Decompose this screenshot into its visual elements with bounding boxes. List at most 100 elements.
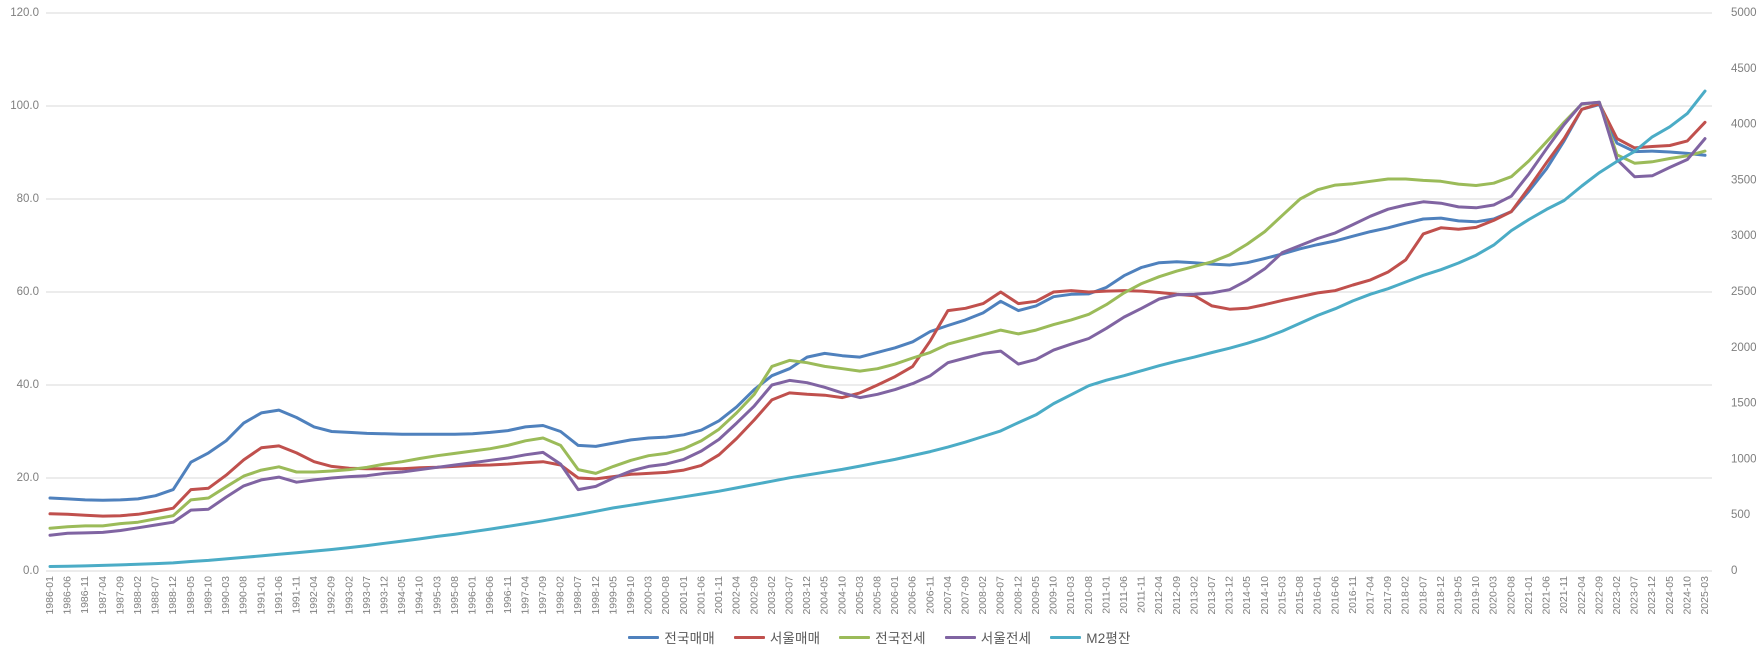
legend-item-4[interactable]: M2평잔 <box>1050 627 1130 647</box>
x-axis-tick-label: 2018-07 <box>1417 576 1429 615</box>
left-axis-tick-label: 120.0 <box>10 7 39 19</box>
right-axis-tick-label: 500 <box>1731 509 1750 521</box>
x-axis-tick-label: 2000-08 <box>660 576 672 615</box>
x-axis-tick-label: 1993-02 <box>343 576 355 615</box>
x-axis-tick-label: 1989-10 <box>202 576 214 615</box>
x-axis-tick-label: 2021-01 <box>1523 576 1535 615</box>
x-axis-tick-label: 1989-05 <box>185 576 197 615</box>
x-axis-tick-label: 2020-03 <box>1488 576 1500 615</box>
x-axis-tick-label: 1986-01 <box>44 576 56 615</box>
x-axis-tick-label: 2003-02 <box>766 576 778 615</box>
x-axis-tick-label: 1990-08 <box>238 576 250 615</box>
x-axis-tick-label: 2002-04 <box>731 576 743 615</box>
x-axis-tick-label: 2006-01 <box>889 576 901 615</box>
right-axis-tick-label: 1500 <box>1731 398 1757 410</box>
x-axis-tick-label: 2014-10 <box>1259 576 1271 615</box>
x-axis-tick-label: 1992-04 <box>308 576 320 615</box>
x-axis-tick-label: 1992-09 <box>326 576 338 615</box>
x-axis-tick-label: 2015-03 <box>1276 576 1288 615</box>
x-axis-tick-label: 2011-11 <box>1136 576 1148 613</box>
x-axis-labels: 1986-01 1986-06 1986-11 1987-04 1987-09 1988-… <box>44 576 1711 615</box>
x-axis-tick-label: 2013-02 <box>1188 576 1200 615</box>
legend-label: 전국전세 <box>875 631 926 646</box>
x-axis-tick-label: 2023-07 <box>1629 576 1641 615</box>
x-axis-tick-label: 2023-02 <box>1611 576 1623 615</box>
x-axis-tick-label: 2008-07 <box>995 576 1007 615</box>
legend-label: M2평잔 <box>1086 631 1131 646</box>
legend-label: 전국매매 <box>664 631 715 646</box>
x-axis-tick-label: 2002-09 <box>748 576 760 615</box>
x-axis-tick-label: 1999-10 <box>625 576 637 615</box>
x-axis-tick-label: 2008-12 <box>1012 576 1024 615</box>
x-axis-tick-label: 1993-07 <box>361 576 373 615</box>
x-axis-tick-label: 1997-09 <box>537 576 549 615</box>
x-axis-tick-label: 2013-07 <box>1206 576 1218 615</box>
x-axis-tick-label: 2024-05 <box>1664 576 1676 615</box>
x-axis-tick-label: 1987-09 <box>114 576 126 615</box>
x-axis-tick-label: 2009-10 <box>1048 576 1060 615</box>
x-axis-tick-label: 2021-06 <box>1541 576 1553 615</box>
x-axis-tick-label: 2022-09 <box>1593 576 1605 615</box>
x-axis-tick-label: 2010-03 <box>1065 576 1077 615</box>
left-axis-tick-label: 0.0 <box>23 565 39 577</box>
x-axis-tick-label: 2019-05 <box>1453 576 1465 615</box>
x-axis-tick-label: 2006-11 <box>924 576 936 614</box>
right-axis-tick-label: 4500 <box>1731 63 1757 75</box>
x-axis-tick-label: 1986-11 <box>79 576 91 614</box>
left-axis-tick-label: 80.0 <box>17 193 39 205</box>
x-axis-tick-label: 2018-02 <box>1400 576 1412 615</box>
legend-item-3[interactable]: 서울전세 <box>944 627 1031 647</box>
legend-item-1[interactable]: 서울매매 <box>733 627 820 647</box>
x-axis-tick-label: 2005-03 <box>854 576 866 615</box>
x-axis-tick-label: 2016-11 <box>1347 576 1359 614</box>
x-axis-tick-label: 2013-12 <box>1224 576 1236 615</box>
x-axis-tick-label: 1986-06 <box>62 576 74 615</box>
right-axis-tick-label: 5000 <box>1731 7 1757 19</box>
left-axis-tick-label: 40.0 <box>17 379 39 391</box>
x-axis-tick-label: 1996-01 <box>467 576 479 615</box>
x-axis-tick-label: 1998-12 <box>590 576 602 615</box>
series-line-1[interactable] <box>48 102 1707 518</box>
x-axis-tick-label: 1991-06 <box>273 576 285 615</box>
x-axis-tick-label: 2004-05 <box>819 576 831 615</box>
legend-swatch <box>733 635 765 639</box>
left-axis-tick-label: 100.0 <box>10 100 39 112</box>
x-axis-tick-label: 2005-08 <box>872 576 884 615</box>
x-axis-tick-label: 2025-03 <box>1699 576 1711 615</box>
x-axis-tick-label: 1995-08 <box>449 576 461 615</box>
x-axis-tick-label: 2020-08 <box>1505 576 1517 615</box>
x-axis-tick-label: 1991-11 <box>290 576 302 614</box>
x-axis-tick-label: 1996-11 <box>502 576 514 614</box>
x-axis-tick-label: 2016-01 <box>1312 576 1324 615</box>
right-axis-tick-label: 0 <box>1731 565 1737 577</box>
x-axis-tick-label: 2006-06 <box>907 576 919 615</box>
x-axis-tick-label: 2015-08 <box>1294 576 1306 615</box>
x-axis-tick-label: 2007-09 <box>960 576 972 615</box>
x-axis-tick-label: 1998-07 <box>572 576 584 615</box>
x-axis-tick-label: 2014-05 <box>1241 576 1253 615</box>
legend-item-0[interactable]: 전국매매 <box>628 627 715 647</box>
legend-swatch <box>944 635 976 639</box>
x-axis-tick-label: 2011-01 <box>1100 576 1112 614</box>
x-axis-tick-label: 2016-06 <box>1329 576 1341 615</box>
right-axis-tick-label: 2000 <box>1731 342 1757 354</box>
x-axis-tick-label: 2010-08 <box>1083 576 1095 615</box>
series-line-0[interactable] <box>48 103 1707 502</box>
series-line-2[interactable] <box>48 100 1707 530</box>
series-line-4[interactable] <box>48 89 1707 568</box>
right-axis-tick-label: 1000 <box>1731 453 1757 465</box>
x-axis-tick-label: 1998-02 <box>555 576 567 615</box>
x-axis-tick-label: 1988-07 <box>150 576 162 615</box>
right-axis-tick-label: 4000 <box>1731 119 1757 131</box>
x-axis-tick-label: 2008-02 <box>977 576 989 615</box>
x-axis-tick-label: 2017-09 <box>1382 576 1394 615</box>
legend-item-2[interactable]: 전국전세 <box>839 627 926 647</box>
x-axis-tick-label: 2017-04 <box>1364 576 1376 615</box>
gridlines <box>46 12 1712 572</box>
left-axis-labels: 120.0 100.0 80.0 60.0 40.0 20.0 0.0 <box>10 7 39 577</box>
left-axis-tick-label: 60.0 <box>17 286 39 298</box>
series-line-3[interactable] <box>48 100 1707 537</box>
x-axis-tick-label: 1995-03 <box>431 576 443 615</box>
